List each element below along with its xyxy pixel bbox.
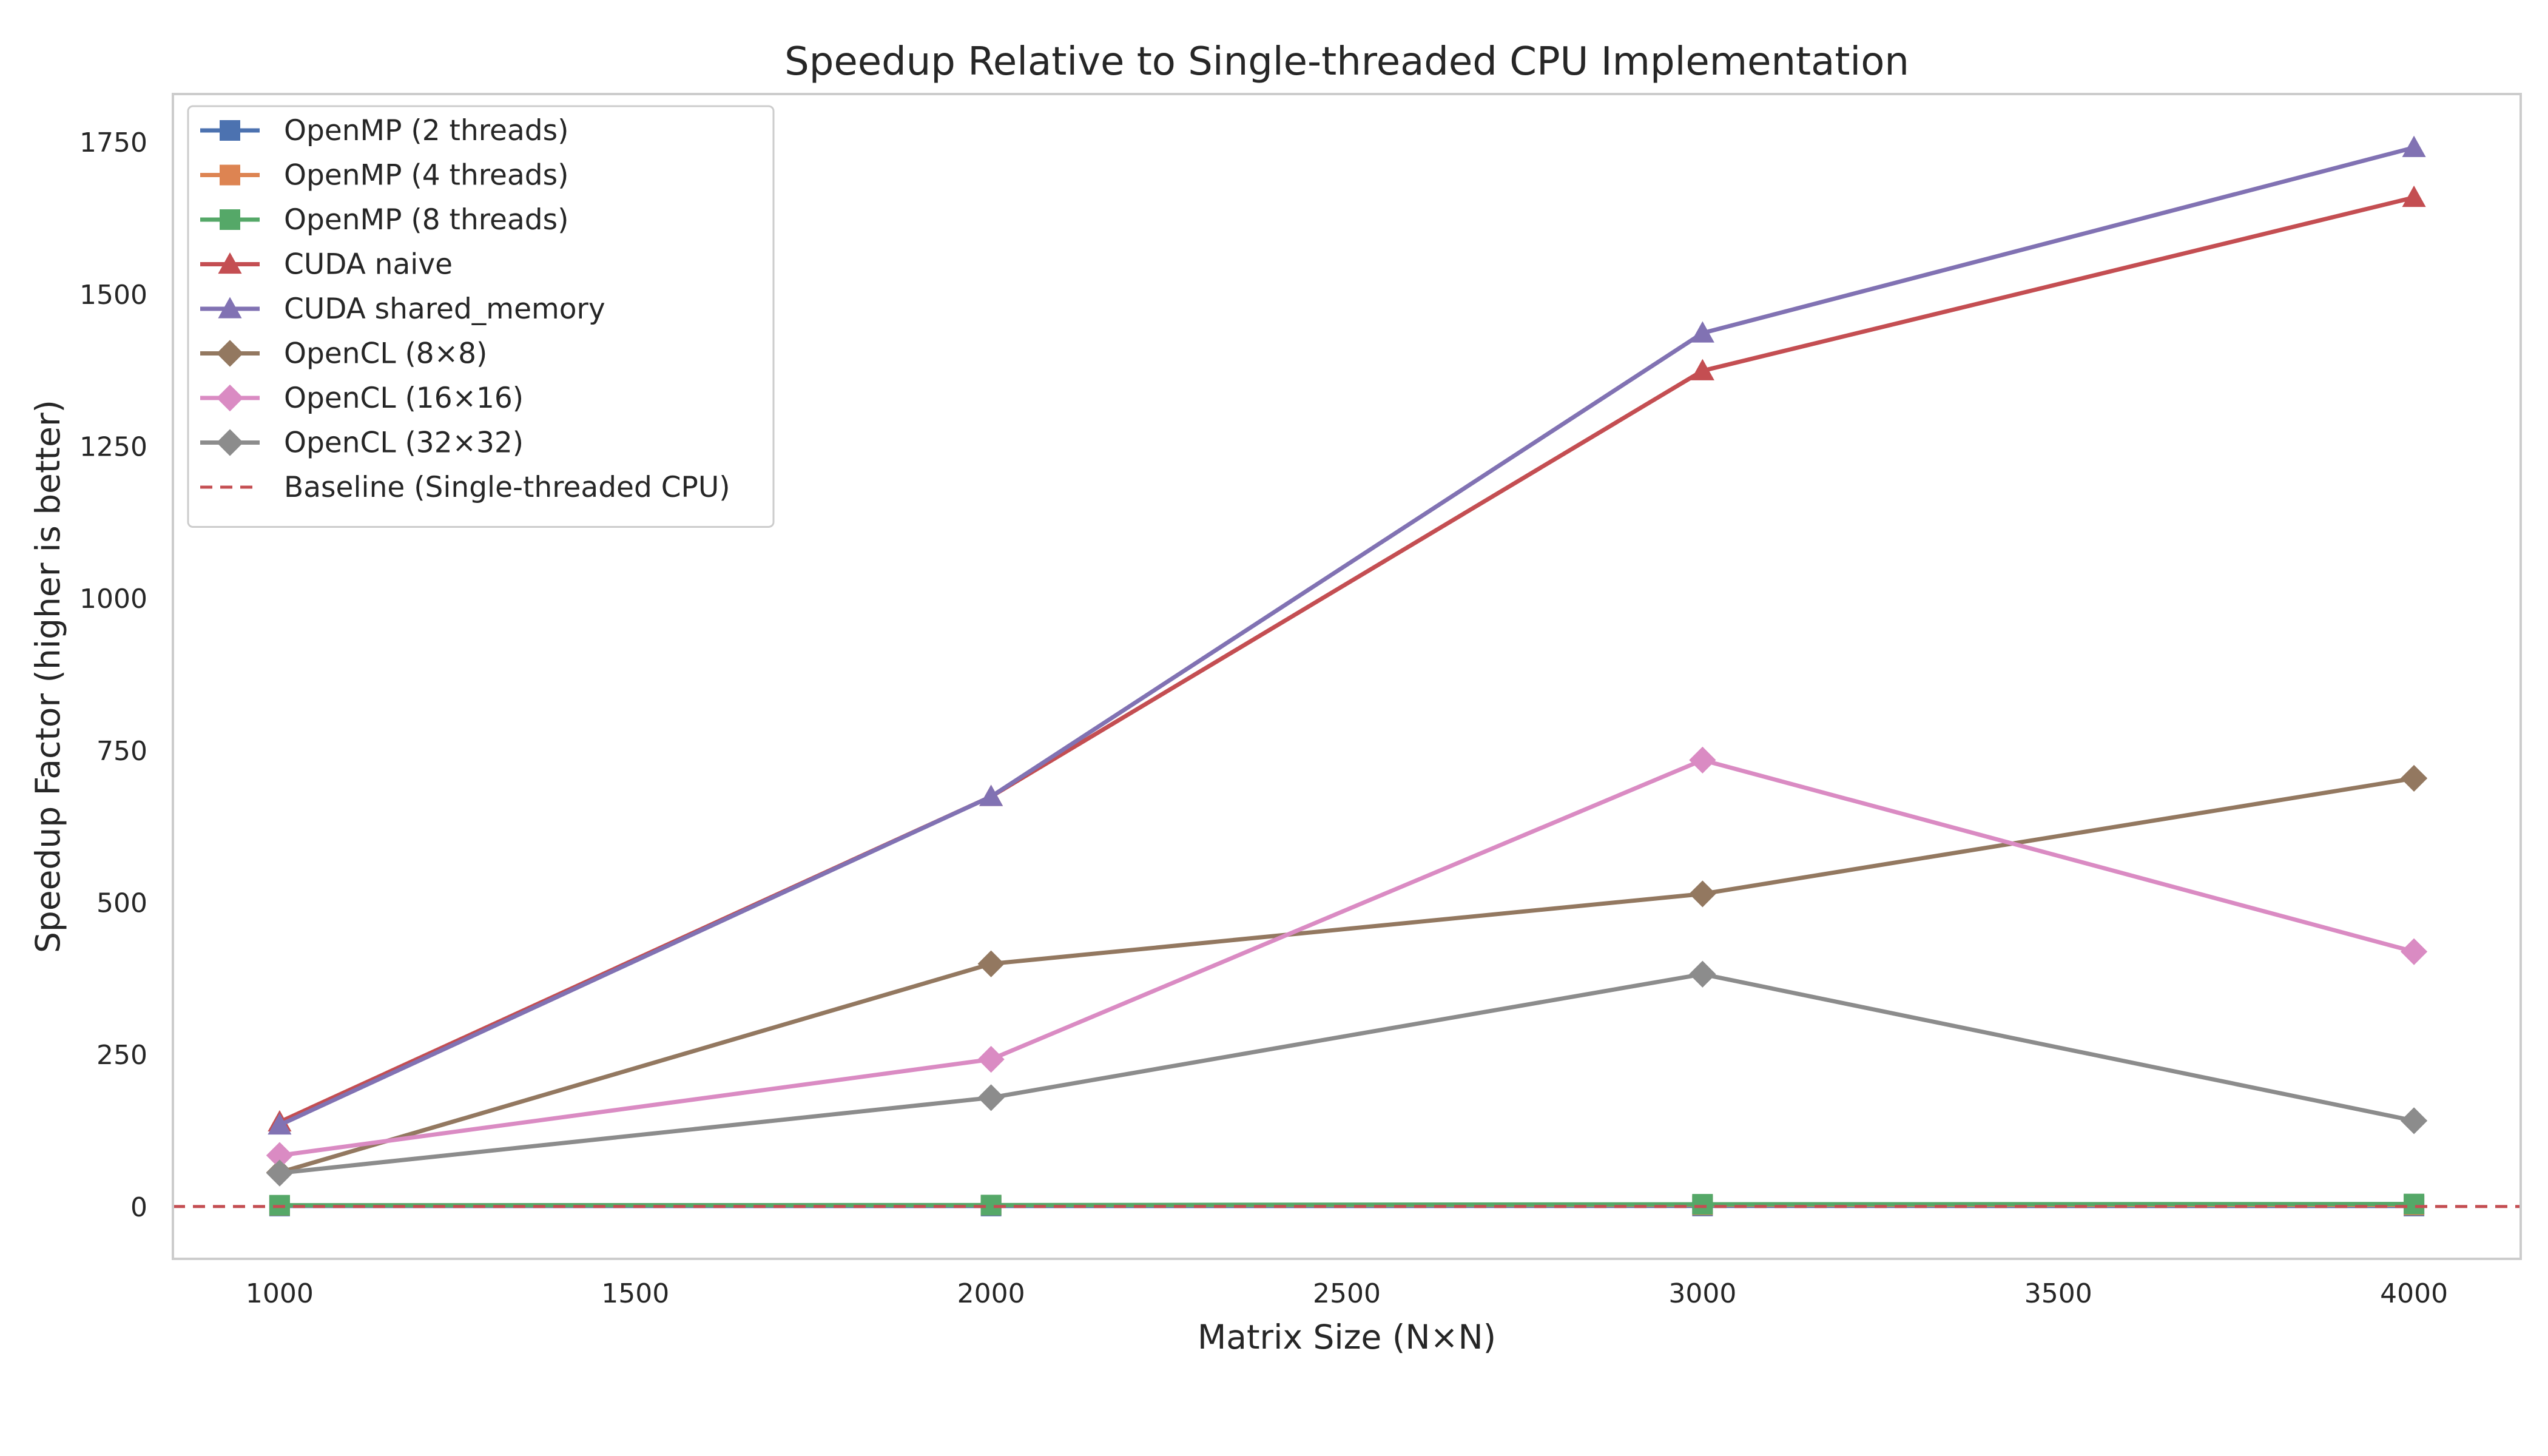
- data-point: [979, 784, 1003, 806]
- legend-entry: CUDA shared_memory: [200, 292, 605, 326]
- legend-marker: [220, 209, 240, 230]
- data-point: [1689, 880, 1716, 908]
- data-point: [1690, 321, 1714, 343]
- legend-marker: [218, 297, 242, 318]
- x-tick-label: 3500: [2024, 1278, 2092, 1309]
- y-tick-label: 1500: [79, 280, 147, 311]
- series-4: [268, 135, 2426, 1135]
- series-line: [278, 776, 2415, 1175]
- data-point: [1689, 960, 1716, 988]
- x-tick-label: 1500: [601, 1278, 669, 1309]
- y-axis-ticks: 0 250 500 750 1000 1250 1500 1750: [79, 127, 147, 1223]
- data-point: [2400, 764, 2428, 792]
- data-point: [977, 1084, 1005, 1111]
- legend-entry: OpenMP (8 threads): [200, 203, 568, 237]
- legend-marker: [216, 429, 244, 456]
- legend-entry: OpenMP (4 threads): [200, 159, 568, 192]
- legend-label: OpenMP (4 threads): [284, 159, 568, 192]
- data-point: [266, 1142, 294, 1169]
- legend-label: Baseline (Single-threaded CPU): [284, 471, 730, 504]
- data-point: [2402, 185, 2426, 207]
- legend-entry: CUDA naive: [200, 248, 453, 281]
- legend-label: CUDA naive: [284, 248, 453, 281]
- y-tick-label: 1750: [79, 127, 147, 158]
- x-tick-label: 2000: [957, 1278, 1025, 1309]
- chart-title: Speedup Relative to Single-threaded CPU …: [784, 39, 1909, 84]
- x-tick-label: 1000: [246, 1278, 314, 1309]
- legend-label: OpenMP (8 threads): [284, 203, 568, 237]
- series-line: [279, 972, 2415, 1176]
- legend-marker: [220, 120, 240, 141]
- legend: OpenMP (2 threads) OpenMP (4 threads) Open…: [187, 105, 775, 528]
- data-point: [1690, 359, 1714, 380]
- legend-marker: [216, 384, 244, 412]
- data-point: [268, 1113, 292, 1135]
- data-point: [2402, 135, 2426, 157]
- series-line: [279, 758, 2415, 1158]
- data-point: [2400, 938, 2428, 965]
- legend-marker: [218, 252, 242, 274]
- data-point: [1689, 746, 1716, 774]
- legend-entry: OpenMP (2 threads): [200, 114, 568, 147]
- legend-label: OpenCL (8×8): [284, 337, 487, 371]
- data-point: [1692, 1194, 1713, 1215]
- x-axis-ticks: 1000 1500 2000 2500 3000 3500 4000: [246, 1278, 2448, 1309]
- series-5: [266, 764, 2428, 1186]
- x-tick-label: 4000: [2380, 1278, 2448, 1309]
- legend-marker: [216, 340, 244, 367]
- data-point: [977, 950, 1005, 977]
- legend-label: OpenMP (2 threads): [284, 114, 568, 147]
- x-tick-label: 3000: [1668, 1278, 1736, 1309]
- y-axis-label: Speedup Factor (higher is better): [29, 400, 67, 953]
- data-point: [266, 1159, 294, 1187]
- y-tick-label: 750: [96, 736, 147, 767]
- x-axis-label: Matrix Size (N×N): [1198, 1318, 1496, 1357]
- y-tick-label: 0: [130, 1192, 147, 1223]
- legend-label: OpenCL (16×16): [284, 382, 524, 415]
- data-point: [977, 1046, 1005, 1073]
- series-line: [278, 145, 2415, 1127]
- y-tick-label: 250: [96, 1040, 147, 1071]
- legend-marker: [220, 164, 240, 186]
- legend-label: OpenCL (32×32): [284, 426, 524, 460]
- legend-box: [187, 105, 775, 528]
- x-tick-label: 2500: [1313, 1278, 1381, 1309]
- y-tick-label: 500: [96, 888, 147, 918]
- series-6: [266, 746, 2428, 1169]
- y-tick-label: 1000: [79, 584, 147, 615]
- legend-label: CUDA shared_memory: [284, 292, 605, 326]
- plot-frame: [172, 93, 2522, 1260]
- legend-entry: OpenCL (16×16): [200, 382, 524, 415]
- data-point: [2400, 1107, 2428, 1134]
- data-point: [2404, 1193, 2425, 1215]
- series-7: [266, 960, 2428, 1187]
- legend-entry: OpenCL (8×8): [200, 337, 487, 371]
- legend-entry: OpenCL (32×32): [200, 426, 524, 460]
- series-layer: [266, 135, 2428, 1216]
- legend-entry: Baseline (Single-threaded CPU): [200, 471, 730, 504]
- y-tick-label: 1250: [79, 432, 147, 463]
